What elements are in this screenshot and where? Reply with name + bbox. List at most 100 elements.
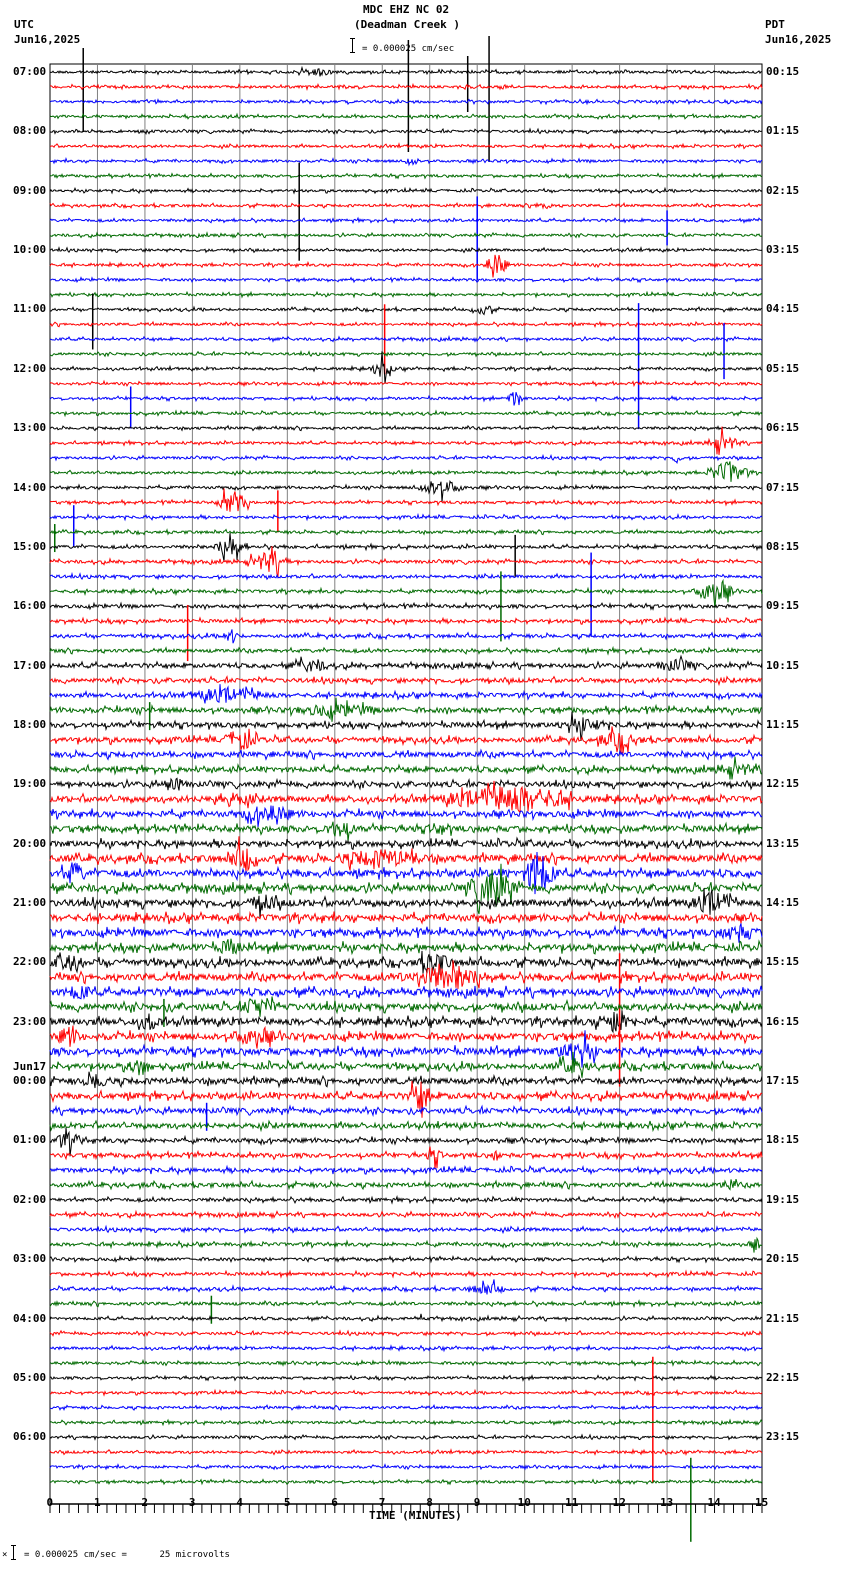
trace [49,142,763,151]
trace [49,172,763,180]
trace [49,654,763,673]
trace [49,1269,763,1279]
right-timezone: PDT [765,18,785,31]
pdt-hour-label: 16:15 [766,1014,800,1028]
trace [49,1030,763,1068]
trace [49,320,763,329]
utc-hour-label: 21:00 [13,896,47,910]
trace [49,675,763,687]
trace [49,616,763,626]
trace [49,512,763,522]
trace [49,461,763,482]
trace [49,1127,762,1157]
x-axis-label: TIME (MINUTES) [369,1509,462,1522]
trace [49,1478,763,1486]
trace [49,950,763,975]
trace [49,805,763,828]
trace [49,1388,763,1397]
trace [49,1433,763,1441]
trace [49,350,763,358]
footer-scale-text: = 0.000025 cm/sec = 25 microvolts [24,1550,230,1560]
pdt-hour-label: 11:15 [766,717,800,731]
trace [49,1343,763,1353]
trace [49,1313,763,1323]
trace [49,216,763,225]
trace [49,1209,763,1220]
trace [49,985,763,1000]
trace [49,533,763,562]
trace [49,1224,763,1235]
trace [49,290,763,299]
trace [49,1329,763,1338]
utc-hour-label: 20:00 [13,836,47,850]
x-tick-label: 12 [612,1496,626,1509]
trace [49,1119,763,1133]
trace [49,112,763,121]
date-change-label: Jun17 [13,1060,47,1074]
x-tick-label: 13 [660,1496,674,1509]
trace [49,821,763,842]
pdt-hour-label: 23:15 [766,1430,800,1444]
pdt-hour-label: 05:15 [766,361,800,375]
trace [49,711,763,741]
utc-hour-label: 17:00 [13,658,47,672]
utc-hour-label: 08:00 [13,124,47,138]
utc-hour-label: 01:00 [13,1133,47,1147]
x-tick-label: 3 [188,1496,196,1509]
utc-hour-label: 12:00 [13,361,47,375]
trace [49,1010,763,1034]
trace [49,1071,763,1089]
trace [49,254,763,278]
pdt-hour-label: 15:15 [766,955,800,969]
utc-hour-label: 03:00 [13,1252,47,1266]
trace [49,246,763,254]
trace [49,910,763,925]
station-name: (Deadman Creek ) [354,18,460,31]
trace [49,836,763,872]
trace [49,1418,763,1427]
footer-scale-prefix: × [2,1550,8,1560]
trace [49,1236,763,1253]
trace [49,1146,763,1170]
pdt-hour-label: 13:15 [766,836,800,850]
trace [49,335,763,343]
trace [49,1404,763,1411]
pdt-hour-label: 19:15 [766,1192,800,1206]
trace [49,851,763,895]
x-tick-label: 2 [141,1496,149,1509]
x-tick-label: 14 [707,1496,721,1509]
utc-hour-label: 04:00 [13,1311,47,1325]
utc-hour-label: 15:00 [13,539,47,553]
trace [49,697,763,722]
x-tick-label: 10 [517,1496,531,1509]
trace [49,996,763,1017]
pdt-hour-label: 09:15 [766,599,800,613]
trace [49,201,763,210]
trace [49,1178,763,1191]
trace [49,601,763,611]
trace [49,480,763,503]
trace [49,409,763,418]
trace [49,578,763,609]
trace [49,426,763,455]
utc-hour-label: 18:00 [13,717,47,731]
x-tick-label: 0 [46,1496,54,1509]
trace [49,571,763,581]
trace [49,726,763,755]
trace [49,305,763,316]
trace [49,938,763,956]
utc-hour-label: 23:00 [13,1014,47,1028]
pdt-hour-label: 20:15 [766,1252,800,1266]
pdt-hour-label: 04:15 [766,302,800,316]
trace [49,1025,763,1049]
x-tick-label: 8 [426,1496,433,1509]
trace [49,863,763,915]
left-date: Jun16,2025 [14,33,81,46]
trace [49,351,763,384]
trace [49,65,763,77]
trace [49,82,763,91]
utc-hour-label: 02:00 [13,1192,47,1206]
utc-hour-label: 05:00 [13,1370,47,1384]
utc-hour-label: 16:00 [13,599,47,613]
